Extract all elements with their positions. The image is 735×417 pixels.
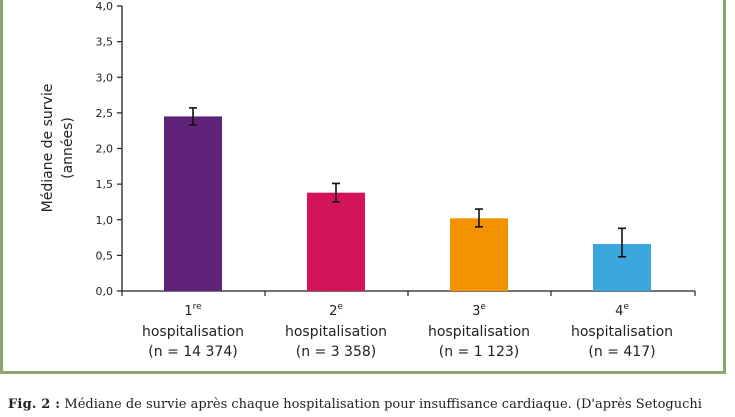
- y-tick-label: 4,0: [96, 0, 114, 13]
- category-label: hospitalisation: [285, 324, 387, 340]
- category-ordinal: 3e: [472, 302, 486, 319]
- bar: [164, 116, 222, 291]
- y-tick-label: 3,5: [96, 36, 114, 49]
- caption-label: Fig. 2 :: [8, 397, 61, 412]
- category-ordinal: 4e: [615, 302, 629, 319]
- y-tick-label: 3,0: [96, 71, 114, 84]
- y-tick-label: 1,5: [96, 178, 114, 191]
- y-axis-label-unit: (années): [60, 117, 76, 179]
- bar: [450, 218, 508, 291]
- category-count: (n = 3 358): [296, 344, 377, 360]
- category-count: (n = 14 374): [148, 344, 237, 360]
- category-label: hospitalisation: [142, 324, 244, 340]
- bar-chart: 0,0 0,5 1,0 1,5 2,0 2,5 3,0 3,5 4,0 Médiane de su…: [40, 0, 696, 360]
- category-count: (n = 1 123): [439, 344, 520, 360]
- y-axis-label: Médiane de survie: [40, 84, 56, 213]
- category-label: hospitalisation: [571, 324, 673, 340]
- y-tick-label: 0,5: [96, 249, 114, 262]
- bar: [307, 192, 365, 291]
- category-ordinal: 2e: [329, 302, 343, 319]
- y-tick-label: 1,0: [96, 214, 114, 227]
- figure-frame: [0, 0, 726, 374]
- caption-text: Médiane de survie après chaque hospitali…: [64, 397, 702, 412]
- y-tick-label: 2,5: [96, 107, 114, 120]
- figure-caption: Fig. 2 : Médiane de survie après chaque …: [8, 397, 735, 417]
- category-label: hospitalisation: [428, 324, 530, 340]
- y-tick-label: 2,0: [96, 143, 114, 156]
- y-tick-label: 0,0: [96, 285, 114, 298]
- category-count: (n = 417): [588, 344, 655, 360]
- category-ordinal: 1re: [184, 302, 202, 319]
